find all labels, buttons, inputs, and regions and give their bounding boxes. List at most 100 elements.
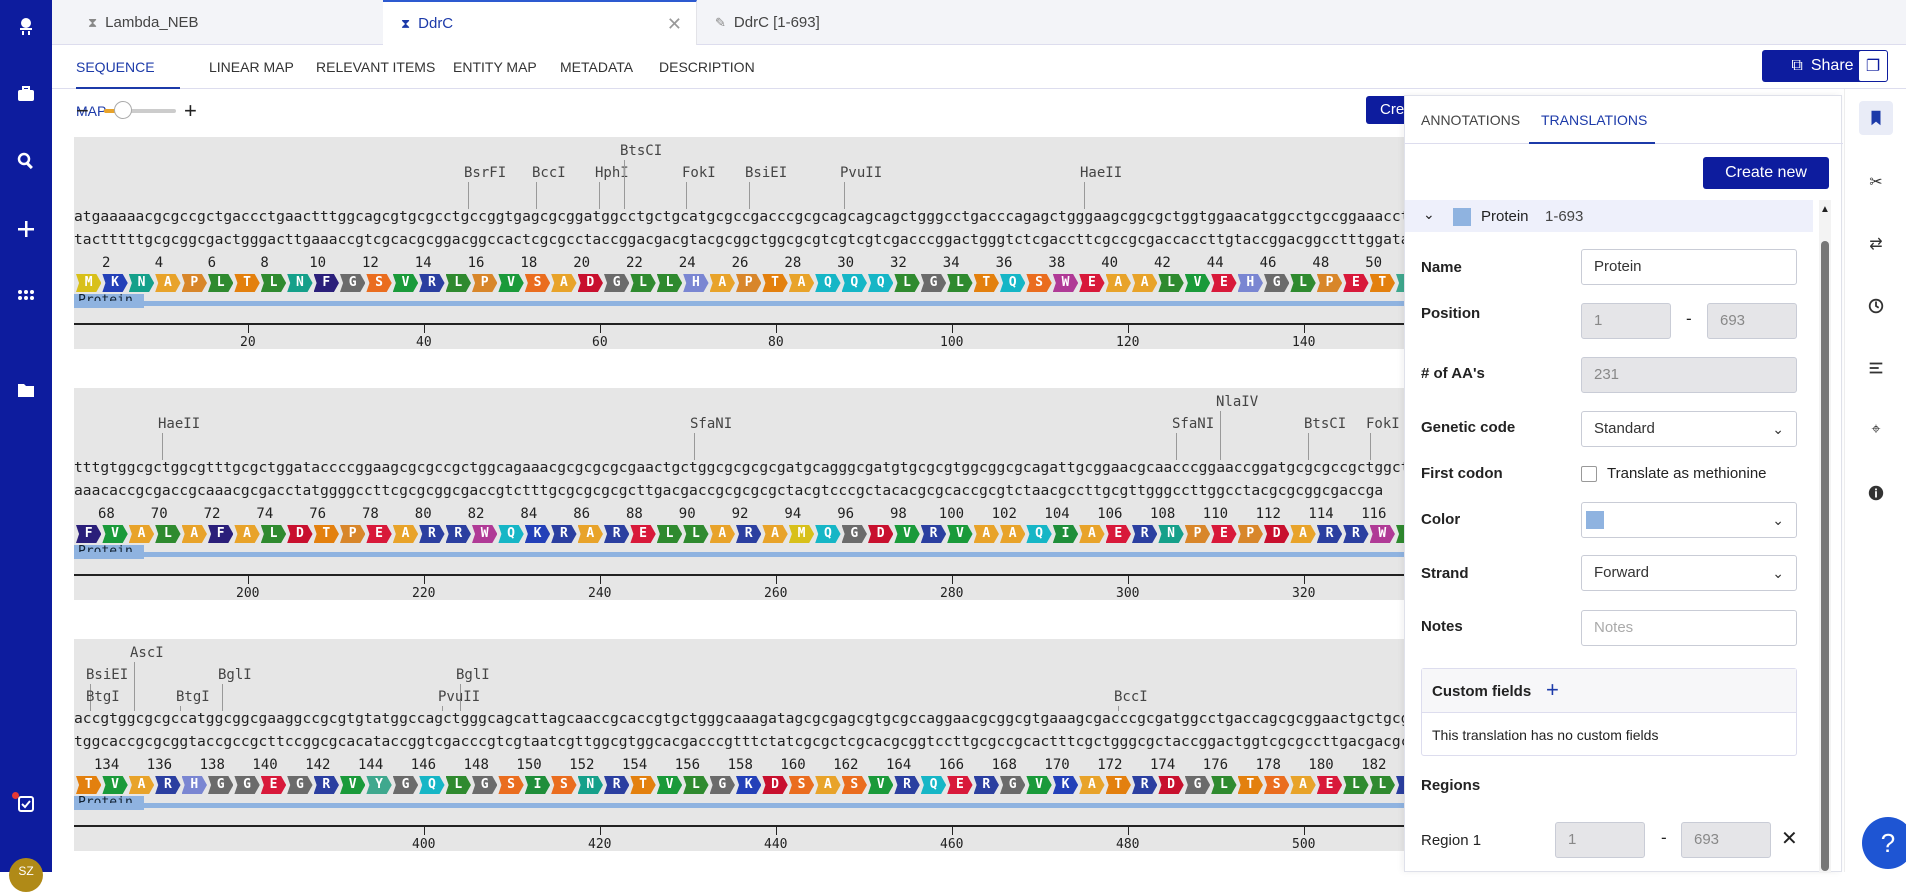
amino-acid[interactable]: P xyxy=(1184,525,1211,543)
amino-acid[interactable]: S xyxy=(551,776,577,794)
amino-acid[interactable]: S xyxy=(366,274,392,292)
amino-acid[interactable]: L xyxy=(208,274,234,292)
amino-acid[interactable]: G xyxy=(472,776,498,794)
amino-acid[interactable]: G xyxy=(208,776,234,794)
restriction-site-label[interactable]: BglI xyxy=(218,667,252,683)
tab-metadata[interactable]: METADATA xyxy=(560,59,634,75)
translate-methionine-checkbox[interactable] xyxy=(1581,466,1597,482)
tab-ddrc[interactable]: ⧗ DdrC ✕ xyxy=(383,0,697,45)
amino-acid[interactable]: A xyxy=(577,525,603,543)
amino-acid[interactable]: K xyxy=(736,776,762,794)
amino-acid[interactable]: I xyxy=(524,776,551,794)
amino-acid[interactable]: A xyxy=(128,525,155,543)
amino-acid[interactable]: R xyxy=(155,776,181,794)
amino-acid[interactable]: D xyxy=(1158,776,1184,794)
amino-acid[interactable]: A xyxy=(788,274,815,292)
amino-acid[interactable]: G xyxy=(604,274,630,292)
create-new-button[interactable]: Create new xyxy=(1703,157,1829,189)
restriction-site-label[interactable]: SfaNI xyxy=(1172,416,1215,432)
amino-acid[interactable]: L xyxy=(630,274,656,292)
add-custom-field-icon[interactable]: + xyxy=(1546,677,1559,702)
amino-acid[interactable]: L xyxy=(260,525,287,543)
zoom-slider-handle[interactable] xyxy=(114,101,132,119)
restriction-site-label[interactable]: BtsCI xyxy=(620,143,663,159)
restriction-site-label[interactable]: FokI xyxy=(1366,416,1400,432)
amino-acid[interactable]: G xyxy=(841,525,867,543)
tab-translations[interactable]: TRANSLATIONS xyxy=(1529,96,1655,144)
translation-bar[interactable] xyxy=(74,301,1404,306)
amino-acid[interactable]: G xyxy=(1000,776,1026,794)
amino-acid[interactable]: T xyxy=(973,274,999,292)
amino-acid[interactable]: L xyxy=(683,776,709,794)
amino-acid[interactable]: R xyxy=(604,525,630,543)
scissors-icon[interactable]: ✂ xyxy=(1869,174,1883,191)
genetic-code-select[interactable]: Standard ⌄ xyxy=(1581,411,1797,447)
amino-acid[interactable]: S xyxy=(788,776,815,794)
amino-acid[interactable]: T xyxy=(1237,776,1263,794)
amino-acid[interactable]: N xyxy=(287,274,313,292)
restriction-site-label[interactable]: BccI xyxy=(532,165,566,181)
amino-acid[interactable]: Q xyxy=(920,776,947,794)
amino-acid[interactable]: V xyxy=(1026,776,1052,794)
restriction-site-label[interactable]: BsiEI xyxy=(86,667,129,683)
app-logo-icon[interactable] xyxy=(12,12,40,40)
region-start-input[interactable]: 1 xyxy=(1555,822,1645,858)
amino-acid[interactable]: E xyxy=(366,525,392,543)
amino-acid[interactable]: L xyxy=(445,274,471,292)
amino-acid[interactable]: A xyxy=(1290,525,1316,543)
amino-acid[interactable]: R xyxy=(313,776,339,794)
search-icon[interactable] xyxy=(12,147,40,175)
amino-acid[interactable]: A xyxy=(234,525,260,543)
amino-acid[interactable]: H xyxy=(683,274,709,292)
amino-acid[interactable]: K xyxy=(524,525,551,543)
tab-lambda-neb[interactable]: ⧗ Lambda_NEB xyxy=(88,14,199,31)
amino-acid[interactable]: M xyxy=(788,525,815,543)
amino-acid[interactable]: H xyxy=(181,776,207,794)
amino-acid[interactable]: R xyxy=(1316,525,1343,543)
amino-acid[interactable]: A xyxy=(1132,274,1158,292)
zoom-out-button[interactable]: − xyxy=(76,98,89,123)
amino-acid[interactable]: A xyxy=(762,525,788,543)
translation-bar[interactable] xyxy=(74,552,1404,557)
amino-acid[interactable]: A xyxy=(155,274,181,292)
name-input[interactable]: Protein xyxy=(1581,249,1797,285)
amino-acid[interactable]: A xyxy=(1079,776,1105,794)
amino-acid[interactable]: V xyxy=(947,525,973,543)
amino-acid[interactable]: G xyxy=(392,776,419,794)
amino-acid[interactable]: D xyxy=(762,776,788,794)
restriction-site-label[interactable]: BtgI xyxy=(176,689,210,705)
restriction-site-label[interactable]: BsiEI xyxy=(745,165,788,181)
amino-acid[interactable]: K xyxy=(102,274,128,292)
restriction-site-label[interactable]: SfaNI xyxy=(690,416,733,432)
amino-acid[interactable]: P xyxy=(181,274,207,292)
amino-acid[interactable]: T xyxy=(76,776,102,794)
amino-acid[interactable]: S xyxy=(1264,776,1290,794)
copy-button[interactable]: ❐ xyxy=(1858,50,1888,82)
amino-acid[interactable]: E xyxy=(1211,525,1237,543)
amino-acid[interactable]: T xyxy=(1369,274,1395,292)
amino-acid[interactable]: W xyxy=(472,525,498,543)
amino-acid[interactable]: E xyxy=(1316,776,1343,794)
amino-acid[interactable]: L xyxy=(1396,525,1404,543)
amino-acid[interactable]: A xyxy=(815,776,841,794)
restriction-site-label[interactable]: NlaIV xyxy=(1216,394,1259,410)
amino-acid[interactable]: E xyxy=(260,776,287,794)
amino-acid[interactable]: L xyxy=(656,525,683,543)
amino-acid[interactable]: K xyxy=(1052,776,1079,794)
amino-acid[interactable]: Q xyxy=(815,274,841,292)
amino-acid[interactable]: R xyxy=(920,525,947,543)
amino-acid[interactable]: L xyxy=(445,776,471,794)
amino-acid[interactable]: Q xyxy=(841,274,867,292)
amino-acid[interactable]: L xyxy=(683,525,709,543)
amino-acid[interactable]: R xyxy=(551,525,577,543)
amino-acid[interactable]: R xyxy=(419,274,445,292)
amino-acid[interactable]: Q xyxy=(498,525,524,543)
amino-acid[interactable]: W xyxy=(1052,274,1079,292)
amino-acid[interactable]: R xyxy=(894,776,920,794)
amino-acid[interactable]: Q xyxy=(868,274,894,292)
amino-acid[interactable]: N xyxy=(577,776,603,794)
chevron-down-icon[interactable]: ⌄ xyxy=(1423,206,1435,222)
zoom-slider-track[interactable] xyxy=(104,109,176,113)
amino-acid[interactable]: Q xyxy=(1026,525,1052,543)
color-select[interactable]: ⌄ xyxy=(1581,502,1797,538)
